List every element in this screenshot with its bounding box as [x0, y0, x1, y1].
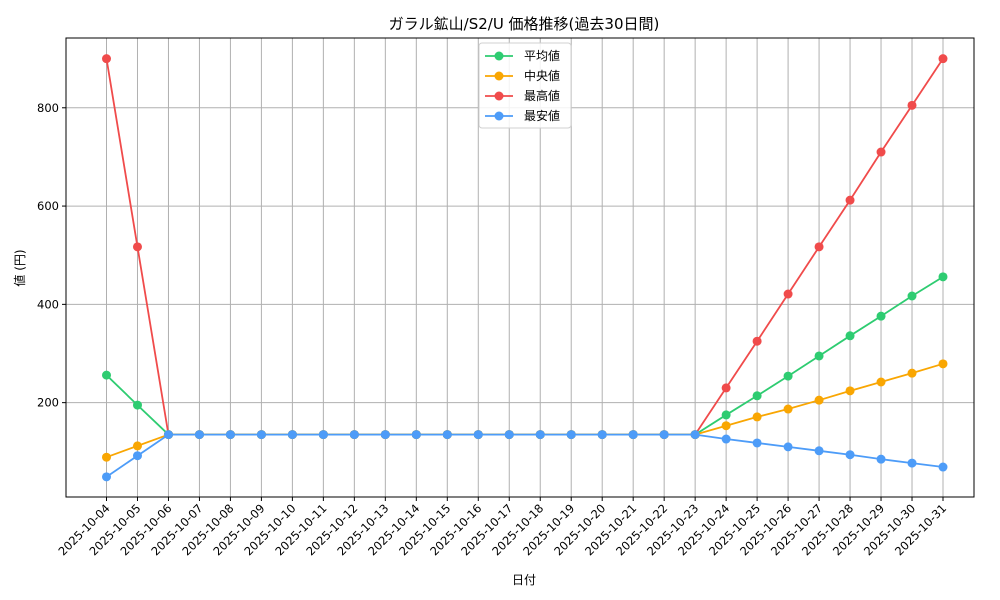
data-point [845, 195, 855, 205]
data-point [225, 430, 235, 440]
data-point [442, 430, 452, 440]
data-point [814, 351, 824, 361]
legend-marker [494, 111, 504, 121]
data-point [132, 242, 142, 252]
data-point [194, 430, 204, 440]
data-point [473, 430, 483, 440]
data-point [907, 458, 917, 468]
data-point [132, 451, 142, 461]
data-point [845, 386, 855, 396]
data-point [721, 383, 731, 393]
x-axis-ticks: 2025-10-042025-10-052025-10-062025-10-07… [55, 497, 949, 558]
data-point [102, 472, 111, 482]
data-point [938, 359, 948, 369]
data-point [721, 434, 731, 444]
y-tick-label: 200 [37, 396, 59, 410]
data-point [102, 452, 111, 462]
data-point [102, 54, 111, 64]
data-point [752, 412, 762, 422]
y-tick-label: 600 [37, 199, 59, 213]
legend-box [478, 42, 572, 129]
data-point [690, 430, 700, 440]
legend-marker [494, 91, 504, 101]
data-point [535, 430, 545, 440]
data-point [318, 430, 328, 440]
legend-marker [494, 51, 504, 61]
legend-label: 平均値 [524, 48, 560, 63]
data-point [597, 430, 607, 440]
y-axis-label: 値 (円) [12, 249, 27, 286]
legend-label: 中央値 [524, 68, 560, 83]
series-1 [102, 359, 948, 462]
data-point [845, 331, 855, 341]
y-tick-label: 800 [37, 101, 59, 115]
plot-area-frame [65, 37, 975, 498]
data-point [907, 100, 917, 110]
data-point [876, 311, 886, 321]
data-point [659, 430, 669, 440]
data-point [752, 336, 762, 346]
data-point [814, 395, 824, 405]
data-point [938, 462, 948, 472]
series-lines [102, 54, 948, 482]
data-point [411, 430, 421, 440]
data-point [783, 404, 793, 414]
data-point [721, 421, 731, 431]
data-point [876, 147, 886, 157]
data-point [907, 291, 917, 301]
data-point [256, 430, 266, 440]
data-point [907, 368, 917, 378]
series-0 [102, 272, 948, 440]
series-3 [102, 430, 948, 482]
data-point [938, 272, 948, 282]
y-axis-ticks: 200 400 600 800 [37, 101, 66, 410]
data-point [628, 430, 638, 440]
data-point [814, 446, 824, 456]
data-point [783, 289, 793, 299]
legend-label: 最高値 [524, 88, 560, 103]
x-axis-label: 日付 [512, 573, 536, 587]
chart-title: ガラル鉱山/S2/U 価格推移(過去30日間) [389, 15, 660, 33]
data-point [876, 377, 886, 387]
data-point [349, 430, 359, 440]
legend-label: 最安値 [524, 108, 560, 123]
legend-marker [494, 71, 504, 81]
data-point [752, 391, 762, 401]
data-point [783, 442, 793, 452]
data-point [938, 54, 948, 64]
data-point [380, 430, 390, 440]
data-point [163, 430, 173, 440]
data-point [132, 400, 142, 410]
data-point [504, 430, 514, 440]
data-point [814, 242, 824, 252]
data-point [566, 430, 576, 440]
data-point [721, 410, 731, 420]
data-point [132, 441, 142, 451]
y-tick-label: 400 [37, 297, 59, 311]
data-point [876, 454, 886, 464]
data-point [783, 371, 793, 381]
data-point [287, 430, 297, 440]
data-point [845, 450, 855, 460]
data-point [752, 438, 762, 448]
data-point [102, 370, 111, 380]
